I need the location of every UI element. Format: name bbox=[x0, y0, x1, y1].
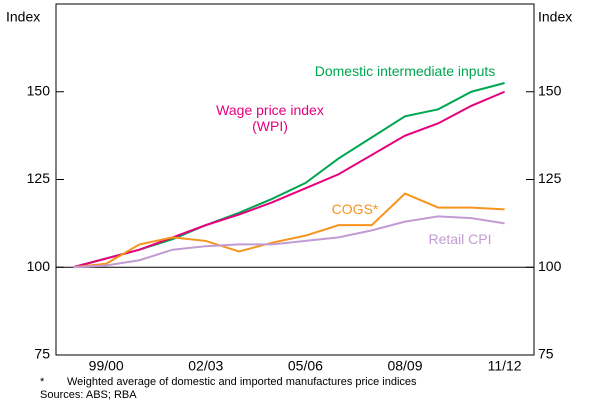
y-tick-label: 75 bbox=[34, 346, 50, 362]
y2-tick-label: 125 bbox=[538, 170, 562, 186]
series-label: Domestic intermediate inputs bbox=[314, 63, 496, 79]
sources: Sources: ABS; RBA bbox=[40, 389, 137, 401]
series-label: COGS* bbox=[331, 201, 379, 217]
x-tick-label: 99/00 bbox=[89, 358, 124, 374]
plot-frame bbox=[55, 3, 535, 356]
footnote-marker: * bbox=[40, 376, 45, 388]
y2-tick-label: 75 bbox=[538, 346, 554, 362]
series-line bbox=[72, 90, 505, 269]
y-tick-label: 125 bbox=[27, 170, 51, 186]
y2-tick-label: 100 bbox=[538, 258, 562, 274]
x-tick-label: 08/09 bbox=[387, 358, 422, 374]
y2-tick-label: 150 bbox=[538, 82, 562, 98]
series-label: Retail CPI bbox=[428, 231, 492, 247]
x-tick-label: 02/03 bbox=[188, 358, 223, 374]
footnote: Weighted average of domestic and importe… bbox=[67, 376, 417, 388]
series-line bbox=[72, 215, 505, 269]
series-line bbox=[72, 192, 505, 269]
y-tick-label: 100 bbox=[27, 258, 51, 274]
y-axis-label: Index bbox=[6, 9, 40, 25]
x-tick-label: 11/12 bbox=[488, 358, 522, 374]
x-tick-label: 05/06 bbox=[288, 358, 323, 374]
series-label: Wage price index (WPI) bbox=[216, 102, 324, 134]
y2-axis-label: Index bbox=[538, 9, 572, 25]
y-tick-label: 150 bbox=[27, 82, 51, 98]
